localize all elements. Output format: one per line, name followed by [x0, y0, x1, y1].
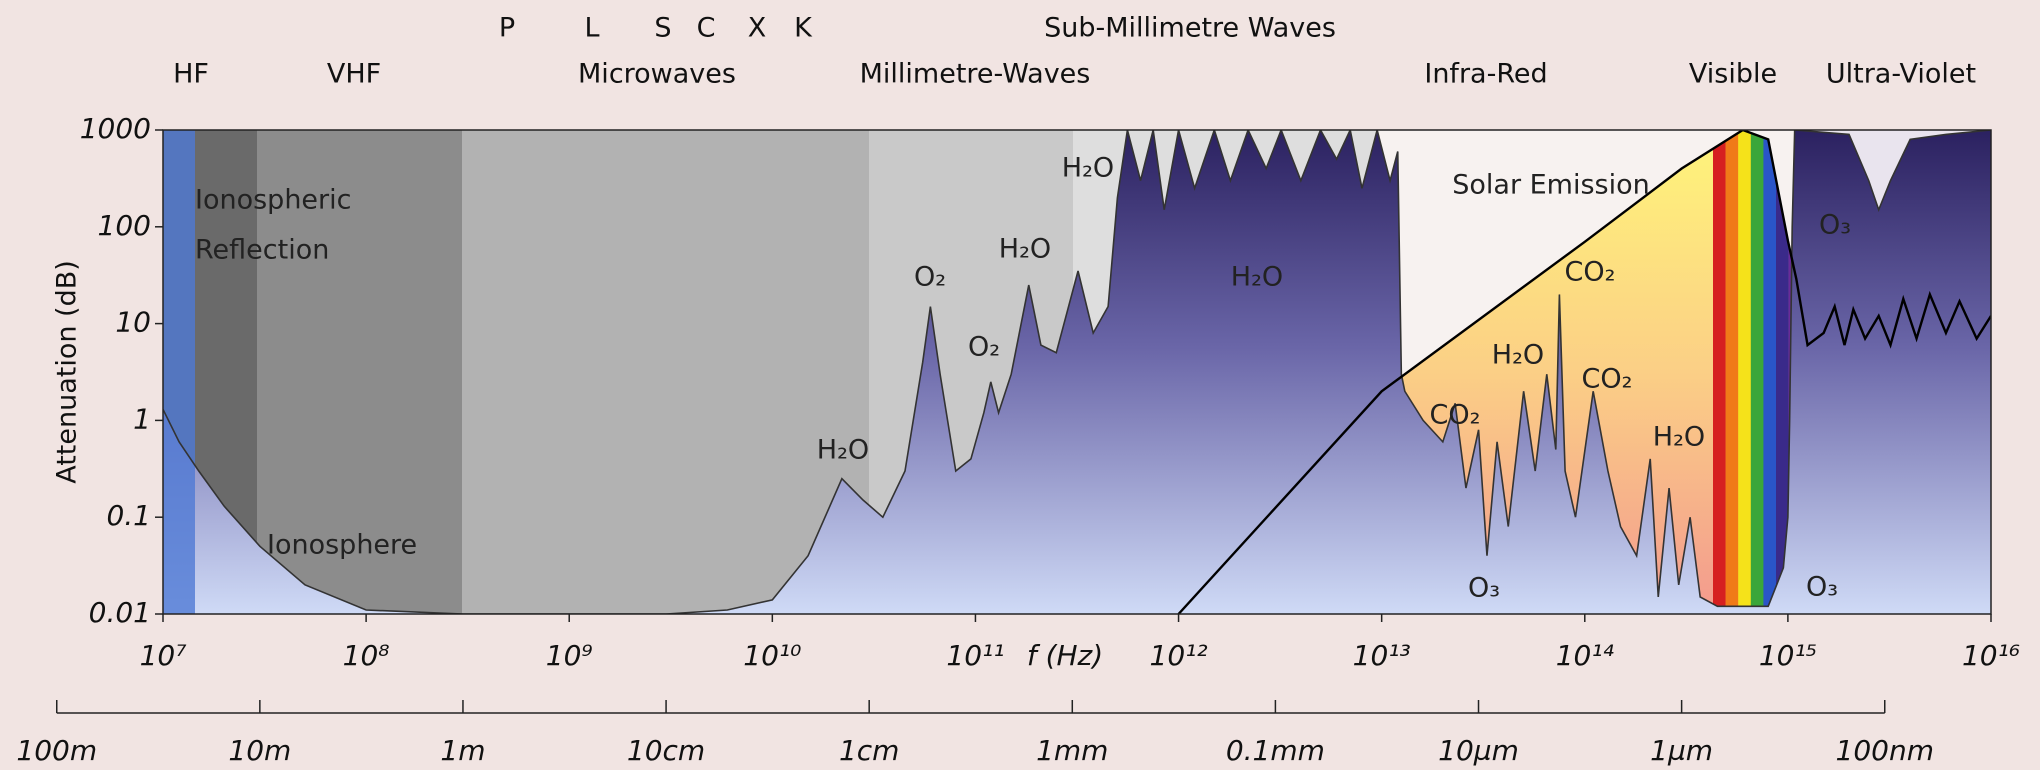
x2-tick-label: 0.1mm	[1226, 734, 1325, 767]
radar-band-label: L	[584, 13, 599, 44]
annotation: H₂O	[1653, 422, 1705, 453]
series-label: Solar Emission	[1452, 170, 1650, 201]
x-tick-label: 10¹¹	[946, 639, 1004, 672]
y-axis-label: Attenuation (dB)	[52, 260, 83, 484]
y-tick-label: 0.01	[89, 596, 151, 629]
band-label: Visible	[1689, 59, 1777, 90]
radar-band-label: P	[499, 13, 515, 44]
visible-stripe	[1725, 130, 1739, 614]
band-region	[462, 130, 869, 614]
x2-tick-label: 100nm	[1836, 734, 1934, 767]
x-tick-label: 10⁹	[546, 639, 593, 672]
annotation: CO₂	[1582, 364, 1633, 395]
x2-tick-label: 1mm	[1036, 734, 1108, 767]
annotation: CO₂	[1565, 257, 1616, 288]
plot-frame	[162, 129, 1992, 615]
annotation: O₂	[968, 332, 1000, 363]
radar-band-label: S	[654, 13, 671, 44]
annotation: CO₂	[1430, 400, 1481, 431]
annotation: O₂	[914, 262, 946, 293]
band-label: HF	[173, 59, 209, 90]
annotation: Ionospheric	[195, 185, 352, 216]
band-label: Infra-Red	[1424, 59, 1547, 90]
x-tick-label: 10¹⁵	[1759, 639, 1817, 672]
solar-emission-curve	[1177, 130, 1991, 614]
band-label: Sub-Millimetre Waves	[1044, 13, 1336, 44]
annotation: H₂O	[1062, 153, 1114, 184]
x2-tick-label: 10µm	[1438, 734, 1519, 767]
band-label: Millimetre-Waves	[860, 59, 1091, 90]
annotation: H₂O	[1231, 262, 1283, 293]
y-tick-label: 1	[133, 402, 151, 435]
annotation: O₃	[1819, 210, 1851, 241]
visible-stripe	[1776, 130, 1789, 614]
annotation: O₃	[1806, 572, 1838, 603]
y-tick-label: 0.1	[106, 499, 151, 532]
x-tick-label: 10¹²	[1150, 639, 1208, 672]
x2-tick-label: 1µm	[1650, 734, 1713, 767]
visible-stripe	[1763, 130, 1777, 614]
x-tick-label: 10⁸	[343, 639, 390, 672]
annotation: H₂O	[817, 435, 869, 466]
radar-band-label: K	[794, 13, 813, 44]
y-tick-label: 10	[115, 306, 151, 339]
hf-strip	[163, 130, 195, 614]
x2-tick-label: 10m	[228, 734, 291, 767]
radar-band-label: C	[697, 13, 716, 44]
annotation: H₂O	[999, 234, 1051, 265]
visible-stripe	[1750, 130, 1764, 614]
x2-tick-label: 1cm	[839, 734, 899, 767]
annotation: Reflection	[195, 235, 329, 266]
annotation: O₃	[1468, 573, 1500, 604]
attenuation-curve	[163, 130, 1991, 614]
band-label: Microwaves	[578, 59, 736, 90]
plot-area	[163, 130, 1991, 614]
band-region	[257, 130, 462, 614]
band-label: VHF	[327, 59, 381, 90]
x-tick-label: 10¹⁴	[1556, 639, 1614, 672]
radar-band-label: X	[748, 13, 767, 44]
x-tick-label: 10¹⁰	[743, 639, 801, 672]
annotation: H₂O	[1492, 340, 1544, 371]
x2-tick-label: 100m	[16, 734, 97, 767]
y-tick-label: 100	[98, 209, 151, 242]
visible-stripe	[1713, 130, 1726, 614]
band-label: Ultra-Violet	[1826, 59, 1976, 90]
y-tick-label: 1000	[80, 112, 151, 145]
x2-tick-label: 10cm	[627, 734, 705, 767]
annotation: Ionosphere	[267, 530, 417, 561]
x-tick-label: 10¹⁶	[1962, 639, 2020, 672]
x-tick-label: 10¹³	[1353, 639, 1411, 672]
x-tick-label: 10⁷	[140, 639, 188, 672]
visible-stripe	[1738, 130, 1751, 614]
x-axis-label: f (Hz)	[1027, 639, 1103, 672]
x2-tick-label: 1m	[440, 734, 485, 767]
